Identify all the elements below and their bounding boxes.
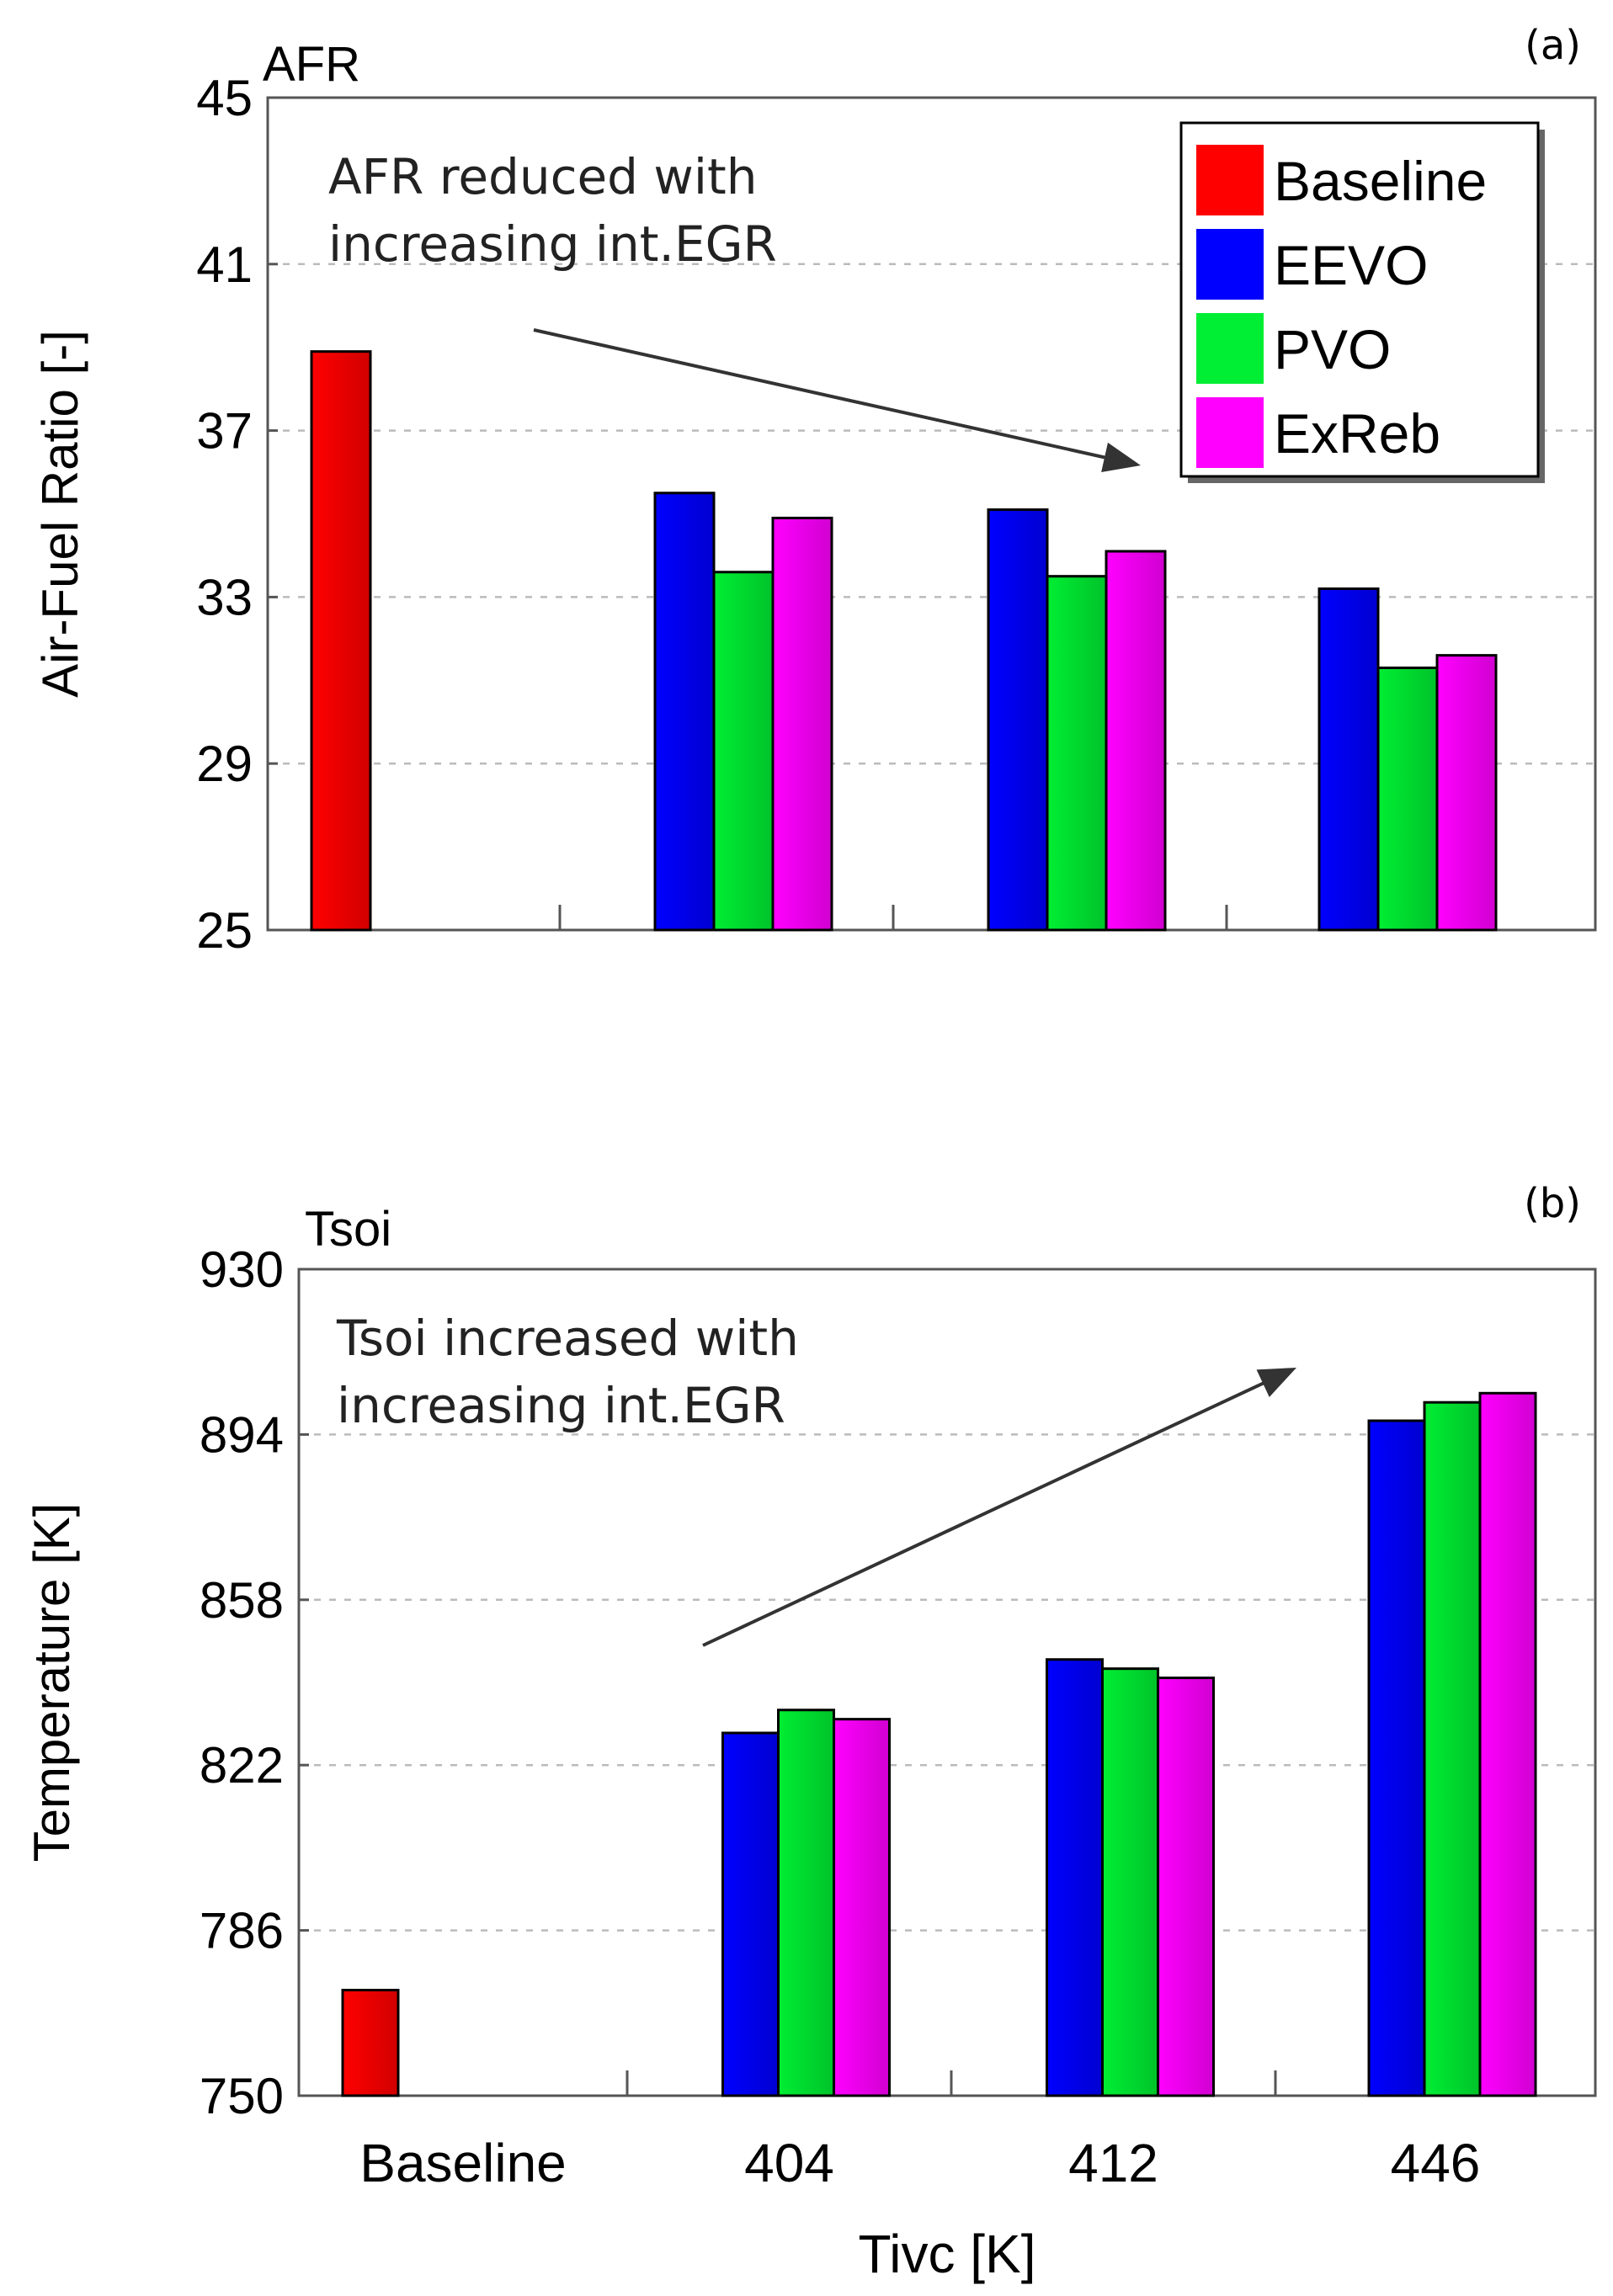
bar-exreb-446 xyxy=(1435,654,1498,932)
bar-pvo-446 xyxy=(1376,666,1439,932)
panel-label: (a) xyxy=(1525,22,1581,69)
trend-arrow-line xyxy=(702,1371,1286,1647)
y-tick-label: 894 xyxy=(200,1406,284,1463)
y-tick-label: 930 xyxy=(200,1241,284,1298)
y-axis-label: Temperature [K] xyxy=(24,1503,80,1863)
y-tick-label: 750 xyxy=(200,2068,284,2124)
bar-pvo-404 xyxy=(712,571,775,932)
bar-exreb-404 xyxy=(771,516,833,932)
legend-swatch-pvo xyxy=(1196,313,1264,384)
y-tick-label: 33 xyxy=(196,569,253,625)
panel-title: AFR xyxy=(263,37,360,92)
y-tick-label: 822 xyxy=(200,1737,284,1794)
panel-label: (b) xyxy=(1524,1180,1581,1227)
trend-arrow-line xyxy=(533,328,1130,465)
bar-pvo-412 xyxy=(1046,575,1108,932)
y-tick-label: 858 xyxy=(200,1572,284,1629)
bar-baseline-baseline xyxy=(310,350,372,932)
legend-label-exreb: ExReb xyxy=(1274,402,1440,465)
y-axis-label: Air-Fuel Ratio [-] xyxy=(32,330,88,698)
trend-arrow-head xyxy=(1256,1368,1296,1397)
y-tick-label: 25 xyxy=(196,902,253,959)
bar-eevo-446 xyxy=(1367,1419,1426,2097)
y-tick-label: 45 xyxy=(196,70,253,126)
bar-eevo-446 xyxy=(1318,587,1380,932)
legend-label-eevo: EEVO xyxy=(1274,234,1428,296)
bar-exreb-446 xyxy=(1478,1391,1537,2097)
bar-eevo-404 xyxy=(653,492,716,932)
y-tick-label: 41 xyxy=(196,237,253,293)
bar-baseline-baseline xyxy=(341,1989,400,2097)
annotation-line: increasing int.EGR xyxy=(337,1377,785,1434)
legend-swatch-exreb xyxy=(1196,397,1264,468)
legend-swatch-eevo xyxy=(1196,229,1264,300)
x-tick-label: 446 xyxy=(1391,2133,1481,2193)
y-tick-label: 29 xyxy=(196,736,253,792)
annotation-line: increasing int.EGR xyxy=(328,215,777,273)
legend-label-baseline: Baseline xyxy=(1274,150,1487,212)
x-axis-label: Tivc [K] xyxy=(859,2224,1036,2284)
bar-exreb-412 xyxy=(1157,1677,1215,2097)
bar-eevo-404 xyxy=(721,1731,780,2097)
y-tick-label: 786 xyxy=(200,1903,284,1959)
bar-pvo-404 xyxy=(777,1709,835,2097)
y-tick-label: 37 xyxy=(196,403,253,460)
bar-pvo-446 xyxy=(1423,1400,1482,2097)
panel-title: Tsoi xyxy=(305,1202,391,1257)
chart-panel-b: 750 786 822 858 894 930 Tsoi (b) Temperature [K]… xyxy=(24,1180,1597,2284)
annotation-line: Tsoi increased with xyxy=(336,1310,799,1367)
bar-exreb-404 xyxy=(833,1718,891,2097)
x-tick-label: 404 xyxy=(744,2133,834,2193)
trend-arrow-head xyxy=(1101,442,1141,472)
bar-eevo-412 xyxy=(987,508,1049,932)
x-tick-label: 412 xyxy=(1068,2133,1158,2193)
legend-swatch-baseline xyxy=(1196,145,1264,215)
bar-pvo-412 xyxy=(1101,1667,1159,2097)
legend-label-pvo: PVO xyxy=(1274,318,1391,380)
x-tick-label: Baseline xyxy=(359,2133,567,2193)
bar-exreb-412 xyxy=(1105,550,1167,932)
bar-eevo-412 xyxy=(1046,1658,1104,2097)
annotation-line: AFR reduced with xyxy=(328,148,757,205)
